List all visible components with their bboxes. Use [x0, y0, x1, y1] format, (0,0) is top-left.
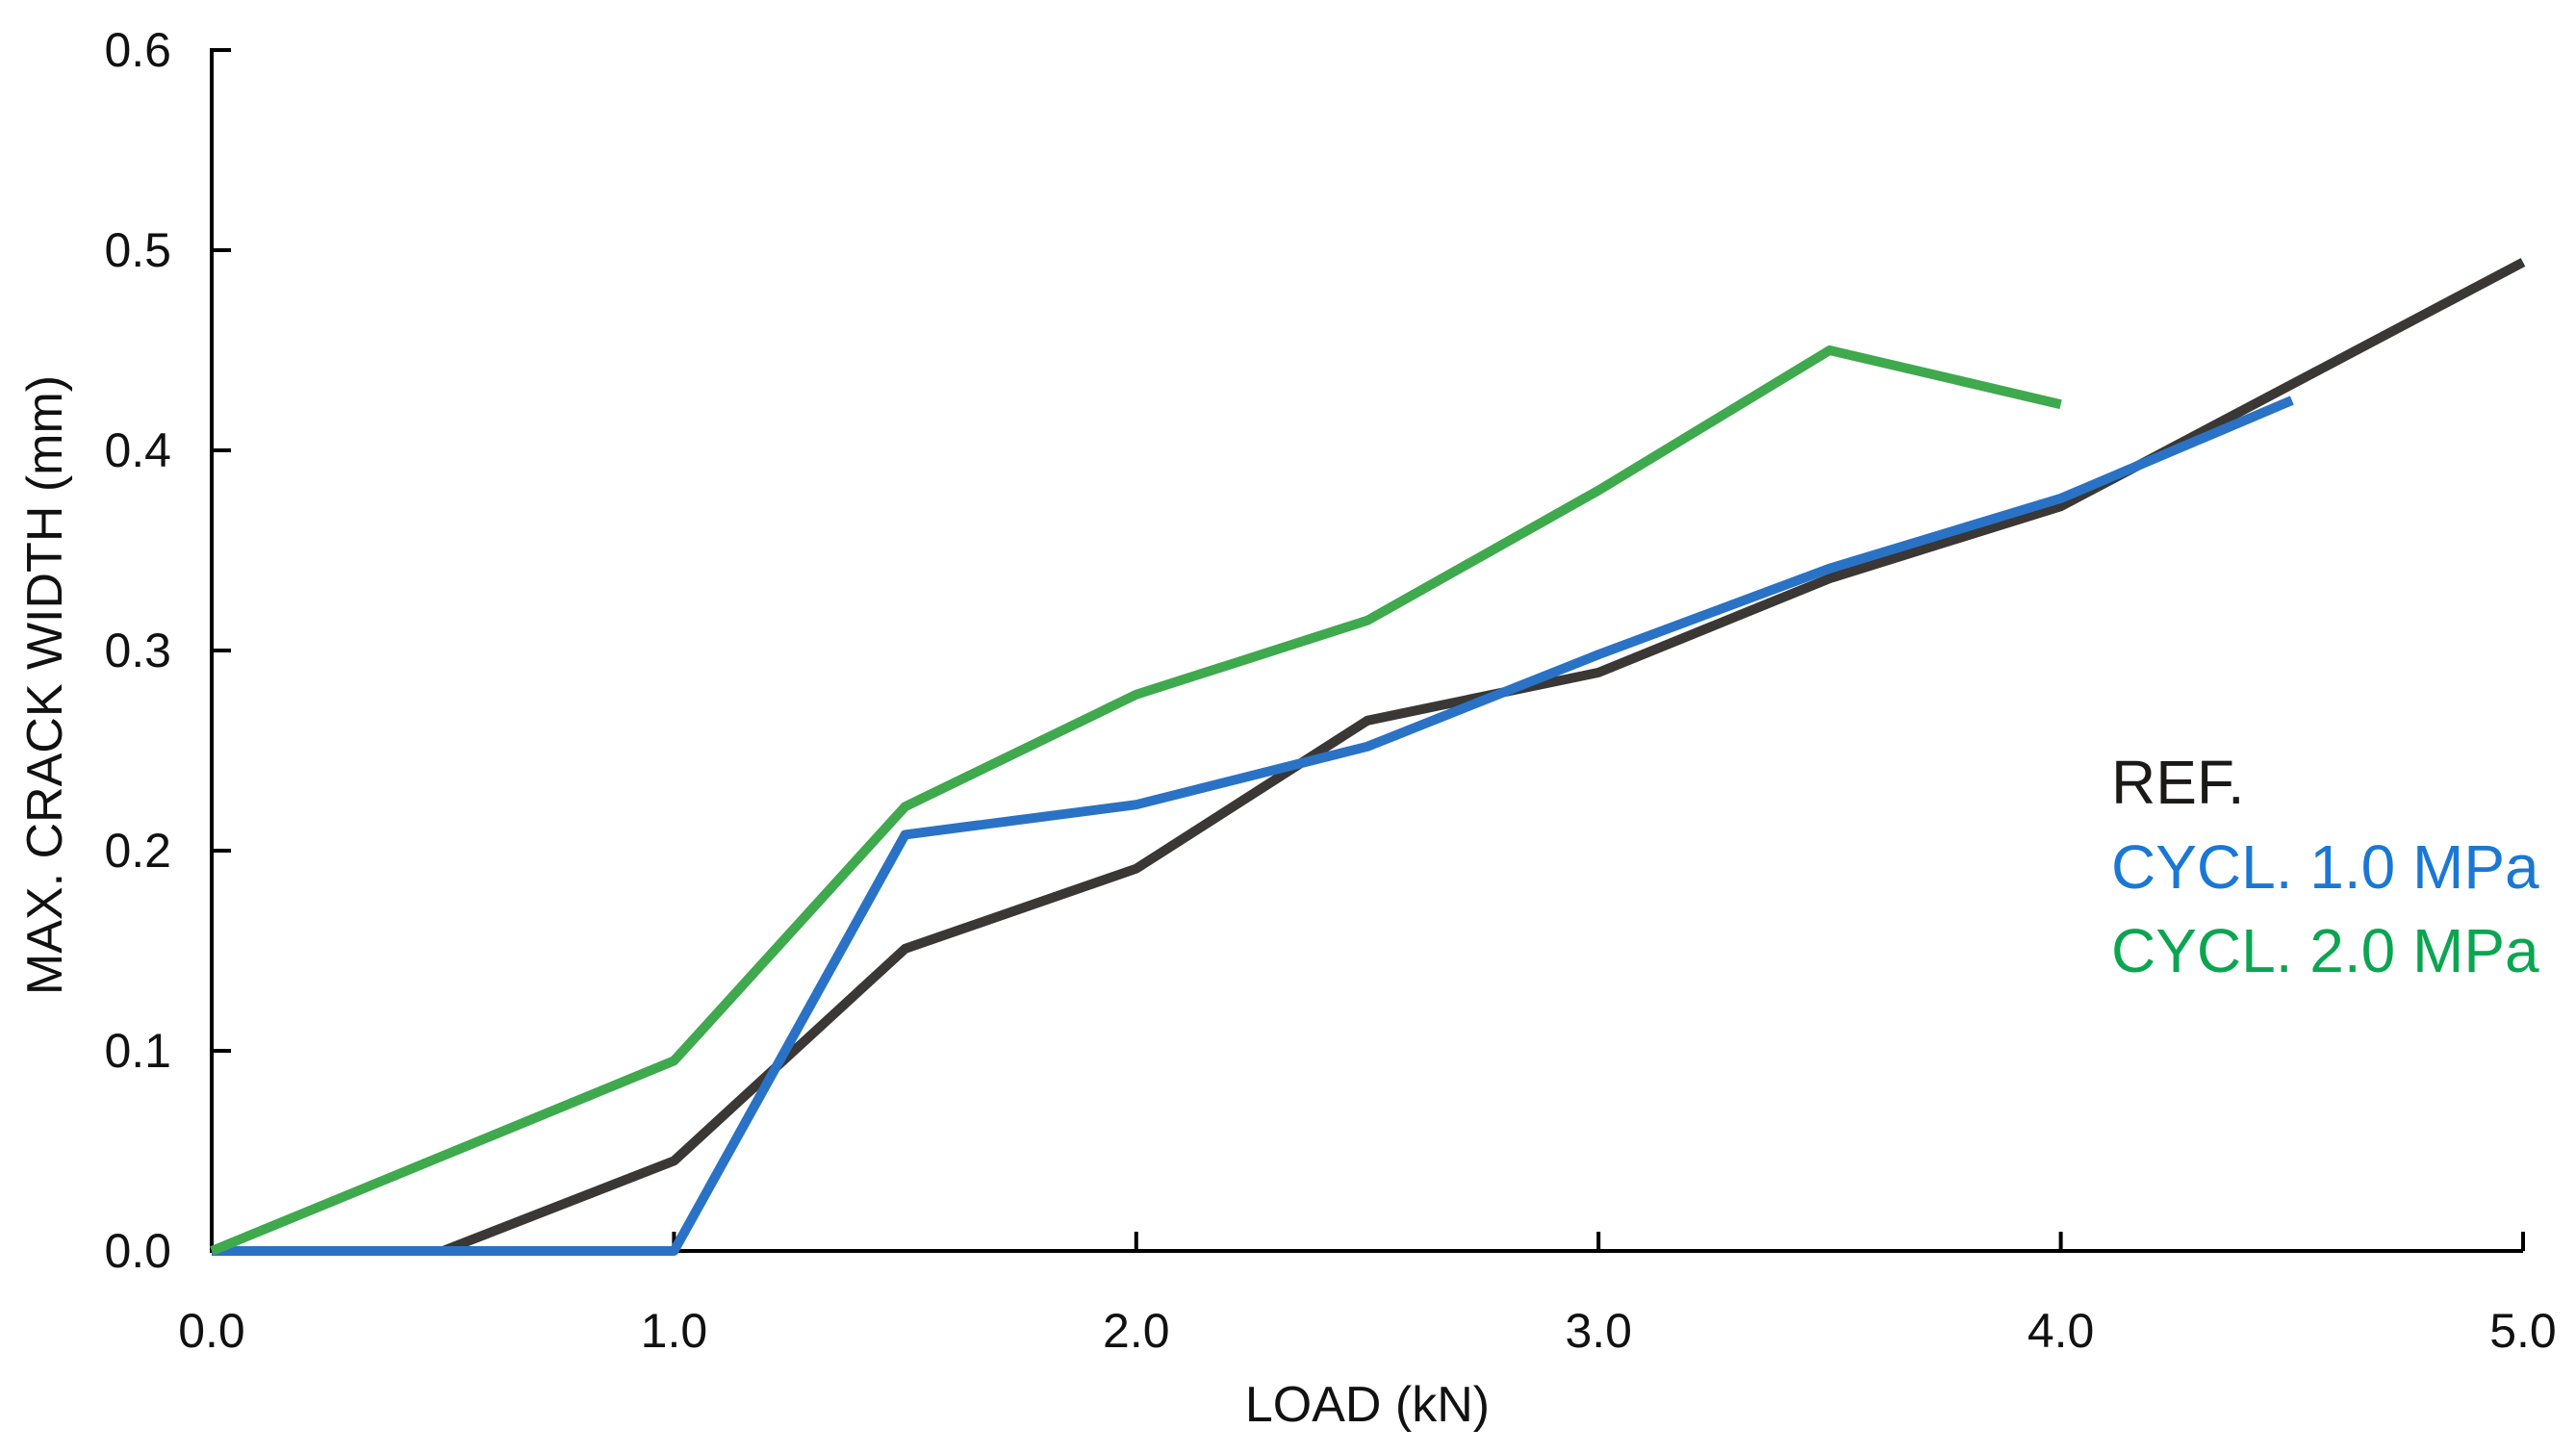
y-axis-ticks: [212, 48, 231, 1253]
series-lines: [210, 258, 2526, 1256]
series-line-ref: [441, 258, 2526, 1256]
legend-label-ref: REF.: [2111, 748, 2245, 817]
y-tick-label: 0.3: [104, 624, 171, 677]
y-tick-label: 0.0: [104, 1224, 171, 1278]
x-axis-title: LOAD (kN): [1245, 1377, 1490, 1433]
series-line-cycl-1-0-mpa: [212, 395, 2294, 1256]
y-tick-label: 0.6: [104, 23, 171, 77]
legend: REF. CYCL. 1.0 MPa CYCL. 2.0 MPa: [2111, 748, 2539, 985]
x-tick-label: 4.0: [2028, 1304, 2095, 1358]
x-tick-label: 0.0: [178, 1304, 245, 1358]
series-line-cycl-2-0-mpa: [210, 345, 2062, 1256]
x-tick-label: 3.0: [1565, 1304, 1632, 1358]
x-tick-label: 2.0: [1103, 1304, 1170, 1358]
x-tick-label: 1.0: [641, 1304, 708, 1358]
y-axis-title: MAX. CRACK WIDTH (mm): [17, 375, 73, 995]
legend-label-cycl-1-0-mpa: CYCL. 1.0 MPa: [2111, 832, 2539, 902]
y-tick-label: 0.1: [104, 1024, 171, 1078]
y-axis-tick-labels: 0.0 0.1 0.2 0.3 0.4 0.5 0.6: [104, 23, 171, 1278]
y-tick-label: 0.2: [104, 824, 171, 878]
x-tick-label: 5.0: [2489, 1304, 2557, 1358]
y-tick-label: 0.5: [104, 223, 171, 277]
x-axis-tick-labels: 0.0 1.0 2.0 3.0 4.0 5.0: [178, 1304, 2557, 1358]
y-tick-label: 0.4: [104, 423, 171, 477]
legend-label-cycl-2-0-mpa: CYCL. 2.0 MPa: [2111, 916, 2539, 985]
